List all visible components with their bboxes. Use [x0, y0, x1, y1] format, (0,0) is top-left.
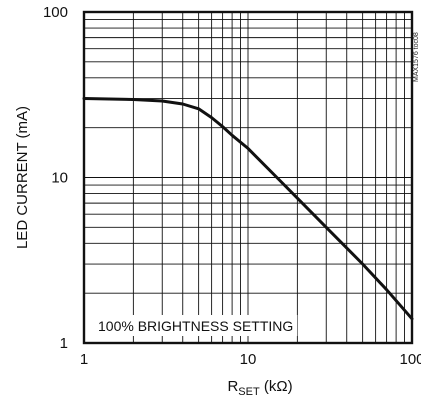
figure-code-label: MAX1576 toc08 — [413, 32, 420, 82]
y-tick-labels: 100 10 1 — [43, 4, 68, 352]
plot-frame — [82, 10, 414, 345]
x-axis-title-subscript: SET — [238, 386, 260, 398]
x-axis-title-main: R — [227, 378, 238, 395]
x-tick-label: 100 — [399, 351, 421, 368]
y-tick-label: 1 — [60, 335, 68, 352]
x-axis-title-unit: (kΩ) — [260, 378, 293, 395]
annotation-label: 100% BRIGHTNESS SETTING — [98, 318, 293, 334]
x-tick-label: 1 — [80, 351, 88, 368]
y-tick-label: 100 — [43, 4, 68, 21]
grid-lines — [83, 11, 413, 344]
y-axis-title: LED CURRENT (mA) — [14, 106, 31, 249]
led-current-curve — [82, 97, 414, 321]
x-axis-title: RSET (kΩ) — [227, 378, 292, 398]
x-tick-label: 10 — [240, 351, 257, 368]
annotation-background — [94, 315, 298, 336]
y-tick-label: 10 — [51, 170, 68, 187]
x-tick-labels: 1 10 100 — [80, 351, 421, 368]
